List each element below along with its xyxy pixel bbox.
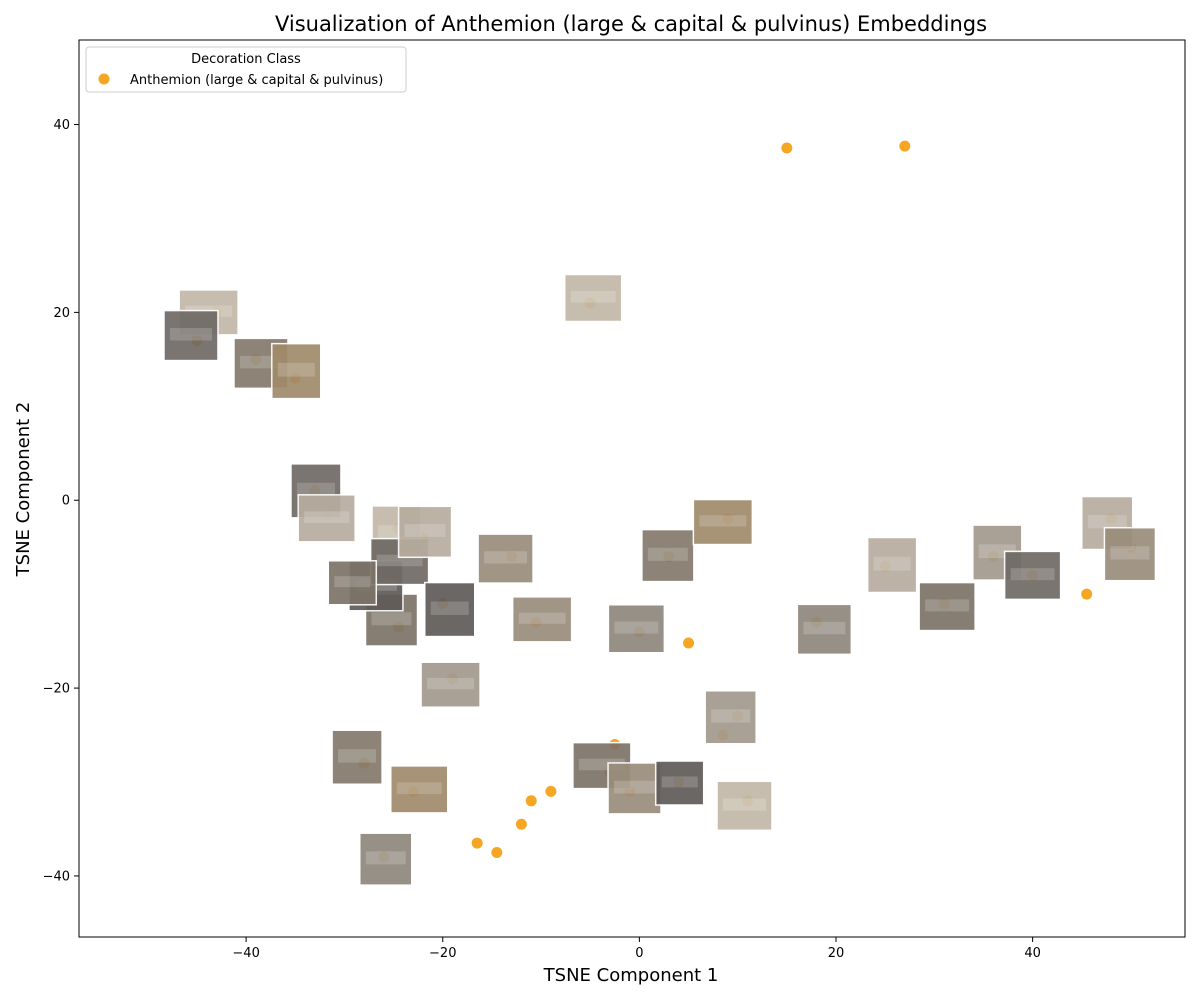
data-point [471, 837, 483, 849]
x-tick-label: 0 [635, 946, 643, 961]
thumbnail-texture [647, 547, 688, 561]
thumbnail-texture [699, 515, 747, 527]
data-point [525, 795, 537, 807]
thumbnail-image [511, 596, 573, 643]
thumbnail-texture [334, 576, 371, 588]
thumbnail-image [866, 536, 918, 594]
thumbnail-texture [169, 328, 212, 341]
thumbnail-texture [376, 554, 423, 567]
thumbnail-texture [484, 551, 528, 564]
thumbnail-texture [338, 749, 377, 763]
thumbnail-image [1103, 526, 1157, 582]
data-point [899, 140, 911, 152]
legend-entry-label: Anthemion (large & capital & pulvinus) [130, 73, 383, 88]
thumbnail-image [654, 760, 705, 806]
thumbnail-texture [304, 511, 350, 524]
thumbnail-texture [803, 621, 846, 635]
thumbnail-image [163, 309, 219, 362]
data-point [491, 846, 503, 858]
thumbnail-image [271, 342, 322, 400]
thumbnail-texture [925, 599, 970, 612]
thumbnail-texture [396, 782, 442, 795]
data-point [781, 142, 793, 154]
thumbnail-texture [296, 482, 335, 497]
thumbnail-texture [578, 758, 625, 771]
thumbnail-image [607, 762, 662, 815]
thumbnail-texture [661, 776, 698, 788]
thumbnail-texture [1010, 568, 1055, 581]
thumbnail-image [297, 494, 356, 543]
thumbnail-texture [1110, 546, 1150, 560]
y-tick-label: 20 [53, 306, 70, 321]
thumbnail-texture [711, 709, 751, 723]
data-point [1081, 588, 1093, 600]
thumbnail-texture [404, 524, 446, 537]
x-axis-ticks: −40 −20 0 20 40 [232, 937, 1041, 961]
y-tick-label: −40 [43, 869, 70, 884]
thumbnail-texture [1087, 515, 1127, 529]
thumbnail-texture [723, 798, 767, 811]
legend-box [85, 46, 407, 93]
x-tick-label: 20 [828, 946, 845, 961]
y-tick-label: 0 [62, 494, 70, 509]
thumbnail-texture [365, 851, 406, 865]
thumbnail-texture [427, 677, 475, 690]
thumbnail-image [327, 560, 378, 606]
chart-title: Visualization of Anthemion (large & capi… [275, 12, 987, 36]
thumbnail-image [607, 603, 666, 654]
data-point [515, 818, 527, 830]
y-tick-label: 40 [53, 118, 70, 133]
y-axis-ticks: −40 −20 0 20 40 [43, 118, 79, 884]
legend-title: Decoration Class [191, 52, 301, 67]
thumbnail-texture [614, 780, 656, 794]
x-tick-label: 40 [1024, 946, 1041, 961]
thumbnail-image [331, 729, 383, 785]
thumbnail-image [390, 765, 449, 814]
thumbnail-image [1003, 550, 1062, 601]
legend-marker [98, 73, 110, 85]
thumbnail-image [397, 505, 453, 559]
thumbnail-texture [277, 362, 315, 377]
thumbnail-image [716, 780, 773, 832]
data-marks [163, 140, 1157, 886]
thumbnail-image [692, 498, 754, 546]
plot-frame [78, 39, 1186, 938]
y-axis-label: TSNE Component 2 [13, 402, 34, 578]
thumbnail-image [918, 581, 976, 632]
y-tick-label: −20 [43, 682, 70, 697]
thumbnail-image [477, 533, 534, 584]
thumbnail-texture [518, 612, 566, 624]
thumbnail-texture [614, 621, 659, 634]
thumbnail-image [563, 273, 623, 323]
thumbnail-image [704, 690, 757, 745]
legend: Decoration Class Anthemion (large & capi… [85, 46, 407, 93]
thumbnail-image [359, 832, 413, 886]
data-point [545, 785, 557, 797]
thumbnail-texture [371, 612, 412, 626]
thumbnail-image [796, 603, 853, 656]
thumbnail-texture [873, 556, 911, 571]
thumbnail-image [424, 581, 476, 638]
x-tick-label: −40 [232, 946, 259, 961]
thumbnail-image [420, 661, 481, 708]
thumbnail-texture [570, 290, 616, 303]
x-tick-label: −20 [429, 946, 456, 961]
thumbnail-texture [430, 601, 469, 615]
x-axis-label: TSNE Component 1 [543, 965, 719, 986]
data-point [683, 637, 695, 649]
thumbnail-image [641, 528, 695, 583]
